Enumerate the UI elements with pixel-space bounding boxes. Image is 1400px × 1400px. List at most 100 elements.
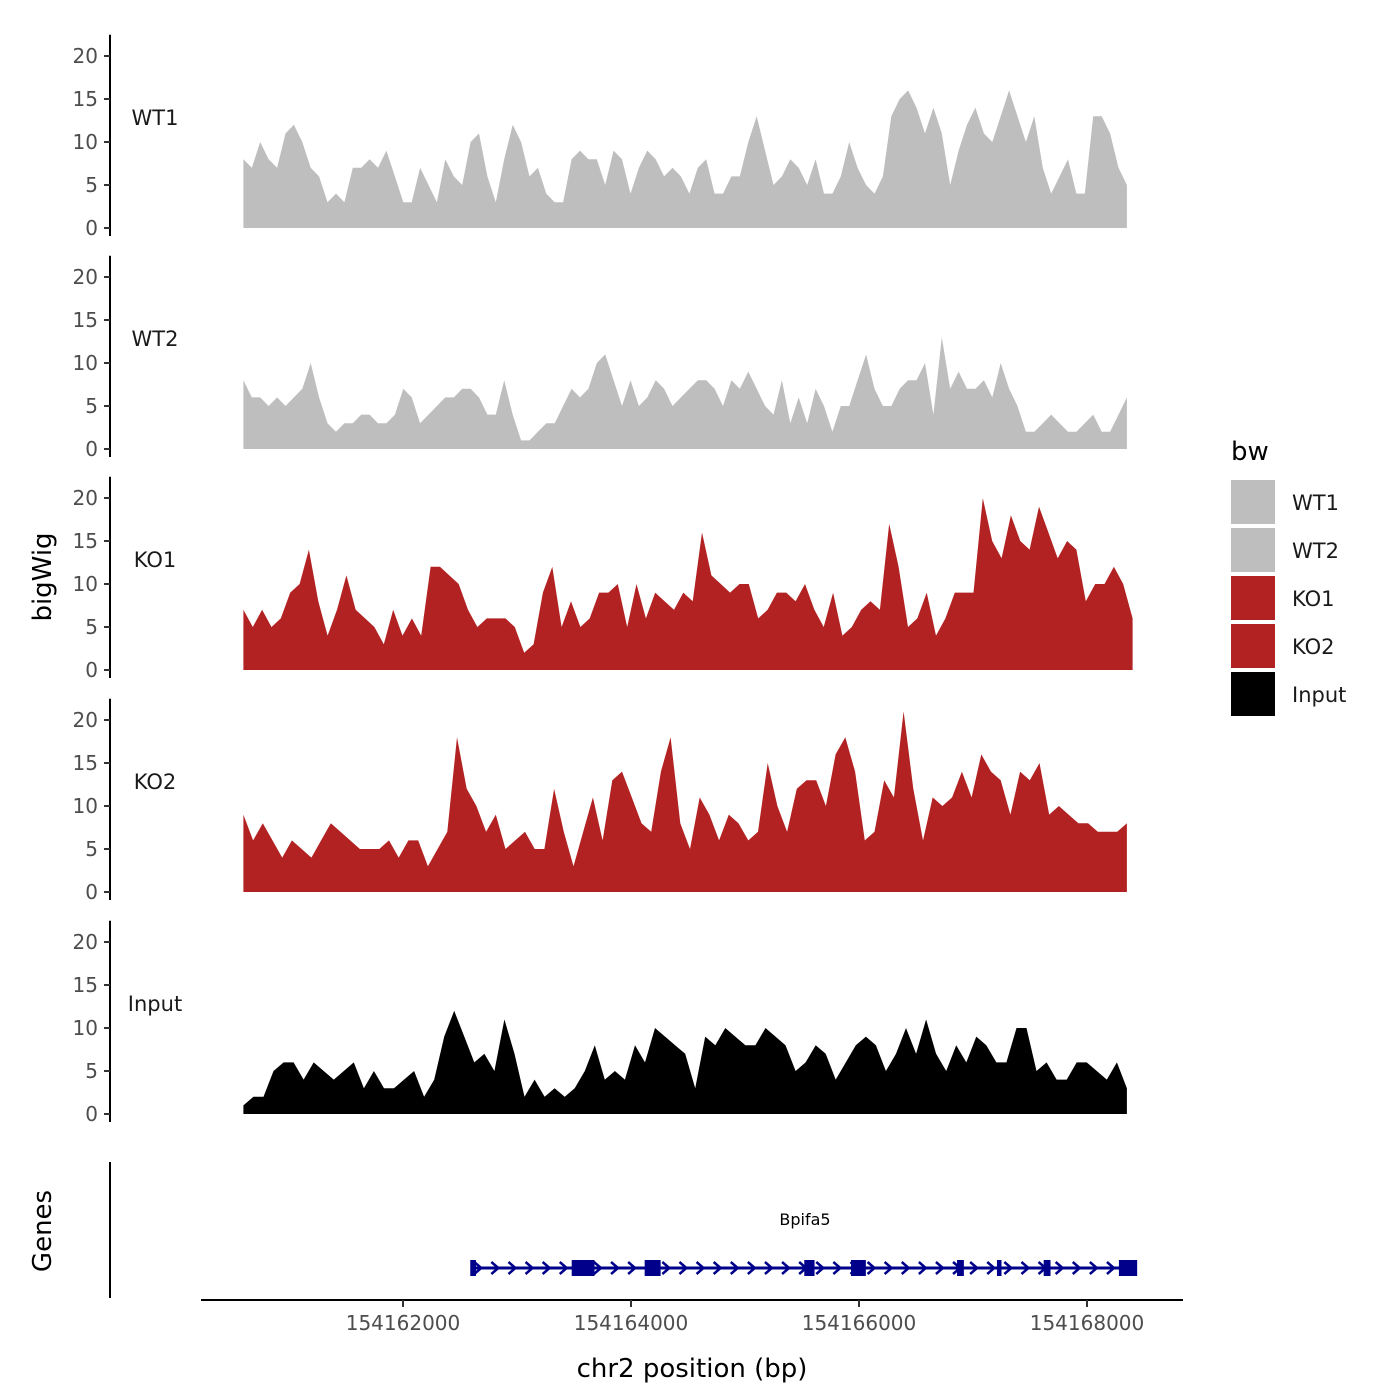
y-tick-label: 5 bbox=[85, 394, 98, 418]
legend-label: KO1 bbox=[1292, 587, 1335, 611]
legend-swatch bbox=[1231, 480, 1275, 524]
track-panels: 0 5 10 15 20 WT1 0 5 10 15 20 WT2 0 5 10 15 20 KO1 0 5 10 15 2… bbox=[73, 34, 1133, 1126]
strand-arrow bbox=[1020, 1261, 1031, 1275]
legend-item-ko1: KO1 bbox=[1231, 576, 1335, 620]
y-tick-label: 0 bbox=[85, 880, 98, 904]
y-tick-label: 5 bbox=[85, 1059, 98, 1083]
legend-label: WT1 bbox=[1292, 491, 1339, 515]
exon bbox=[996, 1260, 1002, 1276]
strand-arrow bbox=[883, 1261, 894, 1275]
strand-arrow bbox=[935, 1261, 945, 1275]
strand-arrow bbox=[473, 1261, 484, 1275]
y-tick-label: 0 bbox=[85, 658, 98, 682]
exon bbox=[470, 1260, 476, 1276]
legend-items: WT1 WT2 KO1 KO2 Input bbox=[1231, 480, 1346, 716]
track-input: 0 5 10 15 20 Input bbox=[73, 920, 1127, 1126]
exon bbox=[571, 1260, 595, 1276]
strand-arrow bbox=[1003, 1261, 1014, 1275]
strand-arrow bbox=[712, 1261, 723, 1275]
legend-label: WT2 bbox=[1292, 539, 1339, 563]
strand-arrow bbox=[1106, 1261, 1116, 1275]
strand-arrow bbox=[678, 1261, 689, 1275]
x-axis-title: chr2 position (bp) bbox=[577, 1354, 808, 1384]
strand-arrow bbox=[541, 1261, 552, 1275]
y-tick-label: 5 bbox=[85, 615, 98, 639]
track-label: Input bbox=[128, 992, 182, 1016]
y-tick-label: 20 bbox=[73, 486, 98, 510]
legend-item-input: Input bbox=[1231, 672, 1346, 716]
track-ko1: 0 5 10 15 20 KO1 bbox=[73, 476, 1133, 682]
strand-arrow bbox=[781, 1261, 791, 1275]
strand-arrow bbox=[695, 1261, 706, 1275]
exon bbox=[851, 1260, 866, 1276]
strand-arrow bbox=[1054, 1261, 1065, 1275]
y-tick-label: 20 bbox=[73, 708, 98, 732]
legend: bw WT1 WT2 KO1 KO2 Input bbox=[1231, 437, 1346, 716]
track-label: WT2 bbox=[132, 327, 179, 351]
exon bbox=[644, 1260, 661, 1276]
y-tick-label: 20 bbox=[73, 44, 98, 68]
strand-arrow bbox=[866, 1261, 877, 1275]
y-tick-label: 5 bbox=[85, 173, 98, 197]
strand-arrow bbox=[918, 1261, 928, 1275]
coverage-area bbox=[243, 711, 1127, 892]
track-label: KO2 bbox=[134, 770, 177, 794]
exon bbox=[957, 1260, 964, 1276]
x-tick-label: 154164000 bbox=[574, 1311, 689, 1335]
strand-arrow bbox=[507, 1261, 518, 1275]
y-tick-label: 15 bbox=[73, 308, 98, 332]
y-tick-label: 10 bbox=[73, 1016, 98, 1040]
y-tick-label: 10 bbox=[73, 130, 98, 154]
x-tick-label: 154162000 bbox=[346, 1311, 461, 1335]
coverage-area bbox=[243, 337, 1127, 449]
y-tick-label: 10 bbox=[73, 794, 98, 818]
y-tick-label: 20 bbox=[73, 930, 98, 954]
exon bbox=[1118, 1260, 1138, 1276]
strand-arrow bbox=[747, 1261, 757, 1275]
gene-model bbox=[470, 1260, 1138, 1276]
strand-arrow bbox=[558, 1261, 569, 1275]
strand-arrow bbox=[1071, 1261, 1082, 1275]
strand-arrow bbox=[610, 1261, 620, 1275]
y-tick-label: 15 bbox=[73, 87, 98, 111]
strand-arrow bbox=[764, 1261, 774, 1275]
y-tick-label: 5 bbox=[85, 837, 98, 861]
genes-axis-title: Genes bbox=[28, 1190, 58, 1272]
strand-arrow bbox=[986, 1261, 997, 1275]
track-label: WT1 bbox=[132, 106, 179, 130]
strand-arrow bbox=[832, 1261, 843, 1275]
strand-arrow bbox=[1089, 1261, 1099, 1275]
legend-swatch bbox=[1231, 576, 1275, 620]
track-wt2: 0 5 10 15 20 WT2 bbox=[73, 255, 1127, 461]
y-tick-label: 20 bbox=[73, 265, 98, 289]
legend-item-wt1: WT1 bbox=[1231, 480, 1339, 524]
legend-title: bw bbox=[1231, 437, 1269, 467]
y-tick-label: 15 bbox=[73, 973, 98, 997]
strand-arrow bbox=[661, 1261, 672, 1275]
gene-track-panel: Genes Bpifa5 bbox=[28, 1162, 1138, 1298]
coverage-area bbox=[243, 498, 1133, 670]
strand-arrow bbox=[593, 1261, 603, 1275]
track-label: KO1 bbox=[134, 548, 177, 572]
legend-item-wt2: WT2 bbox=[1231, 528, 1339, 572]
y-tick-label: 0 bbox=[85, 1102, 98, 1126]
legend-item-ko2: KO2 bbox=[1231, 624, 1335, 668]
legend-label: KO2 bbox=[1292, 635, 1335, 659]
legend-swatch bbox=[1231, 528, 1275, 572]
y-tick-label: 10 bbox=[73, 572, 98, 596]
legend-swatch bbox=[1231, 672, 1275, 716]
strand-arrow bbox=[815, 1261, 826, 1275]
y-tick-label: 15 bbox=[73, 751, 98, 775]
track-ko2: 0 5 10 15 20 KO2 bbox=[73, 698, 1127, 904]
x-tick-label: 154166000 bbox=[802, 1311, 917, 1335]
strand-arrow bbox=[490, 1261, 501, 1275]
x-axis: 154162000 154164000 154166000 154168000 chr… bbox=[201, 1299, 1183, 1384]
y-tick-label: 0 bbox=[85, 437, 98, 461]
y-tick-label: 10 bbox=[73, 351, 98, 375]
legend-swatch bbox=[1231, 624, 1275, 668]
strand-arrow bbox=[627, 1261, 638, 1275]
x-ticks: 154162000 154164000 154166000 154168000 bbox=[346, 1300, 1144, 1335]
strand-arrow bbox=[969, 1261, 980, 1275]
track-wt1: 0 5 10 15 20 WT1 bbox=[73, 34, 1127, 240]
